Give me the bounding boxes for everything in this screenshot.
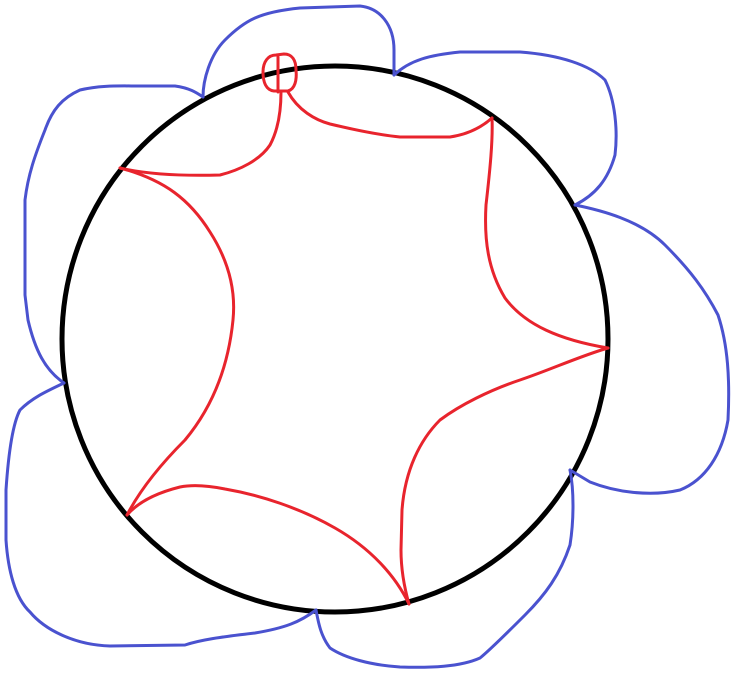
outer-loop-bottom-left bbox=[4, 381, 318, 648]
outer-loop-top bbox=[201, 4, 396, 99]
outer-loops bbox=[4, 4, 731, 669]
small-loop bbox=[261, 52, 298, 93]
inner-curves bbox=[118, 52, 610, 606]
inner-curve-left bbox=[118, 166, 236, 517]
boundary-circle bbox=[59, 63, 611, 615]
outer-loop-bottom-right bbox=[314, 468, 575, 669]
inner-curve-top bbox=[118, 90, 283, 177]
inner-curve-bottom-right bbox=[399, 346, 610, 606]
inner-curve-top-right bbox=[286, 90, 494, 139]
outer-loop-top-right bbox=[392, 50, 618, 207]
outer-loop-left bbox=[23, 84, 205, 385]
inner-curve-bottom bbox=[125, 484, 411, 606]
inner-curve-right bbox=[484, 116, 610, 350]
outer-loop-right bbox=[568, 203, 731, 495]
